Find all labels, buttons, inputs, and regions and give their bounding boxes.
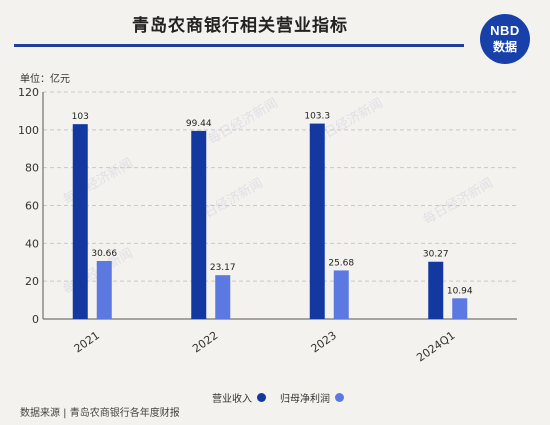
y-tick-label: 100 <box>18 124 39 137</box>
legend-item-revenue: 营业收入 <box>212 390 266 405</box>
watermark-text: 每日经济新闻 <box>205 95 281 148</box>
x-tick-label: 2023 <box>309 329 339 356</box>
y-tick-label: 0 <box>32 313 39 326</box>
nbd-logo: NBD 数据 <box>480 14 530 64</box>
y-tick-label: 60 <box>25 200 39 213</box>
bar-revenue <box>72 124 88 320</box>
data-label-revenue: 103.3 <box>304 112 330 122</box>
data-label-net-profit: 30.66 <box>91 249 117 259</box>
data-label-revenue: 30.27 <box>423 250 449 260</box>
data-label-net-profit: 25.68 <box>328 258 354 268</box>
data-label-net-profit: 23.17 <box>210 263 236 273</box>
y-tick-label: 40 <box>25 237 39 250</box>
bar-net-profit <box>452 298 468 319</box>
y-tick-label: 80 <box>25 162 39 175</box>
bar-net-profit <box>333 270 349 319</box>
legend-label-revenue: 营业收入 <box>212 394 252 405</box>
bar-revenue <box>191 130 207 319</box>
x-tick-label: 2021 <box>72 329 102 356</box>
x-tick-label: 2024Q1 <box>414 329 457 365</box>
legend-label-net-profit: 归母净利润 <box>280 394 330 405</box>
bar-revenue <box>309 123 325 319</box>
data-label-revenue: 103 <box>72 112 89 122</box>
logo-text-nbd: NBD <box>490 23 520 38</box>
bar-net-profit <box>96 261 112 319</box>
y-tick-label: 20 <box>25 275 39 288</box>
logo-text-data: 数据 <box>492 40 517 54</box>
bar-revenue <box>428 261 444 319</box>
legend-swatch-net-profit <box>335 393 344 402</box>
unit-label: 单位：亿元 <box>20 74 70 85</box>
legend-item-net-profit: 归母净利润 <box>280 390 344 405</box>
legend-swatch-revenue <box>257 393 266 402</box>
x-tick-label: 2022 <box>190 329 220 356</box>
watermark-text: 每日经济新闻 <box>420 175 496 228</box>
bar-net-profit <box>215 275 231 319</box>
data-label-net-profit: 10.94 <box>447 286 473 296</box>
legend: 营业收入 归母净利润 <box>212 390 358 405</box>
chart-title: 青岛农商银行相关营业指标 <box>132 16 348 36</box>
watermark-text: 每日经济新闻 <box>60 155 136 208</box>
data-source: 数据来源 | 青岛农商银行各年度财报 <box>20 408 180 419</box>
y-tick-label: 120 <box>18 86 39 99</box>
title-underline <box>14 44 464 47</box>
data-label-revenue: 99.44 <box>186 119 212 129</box>
